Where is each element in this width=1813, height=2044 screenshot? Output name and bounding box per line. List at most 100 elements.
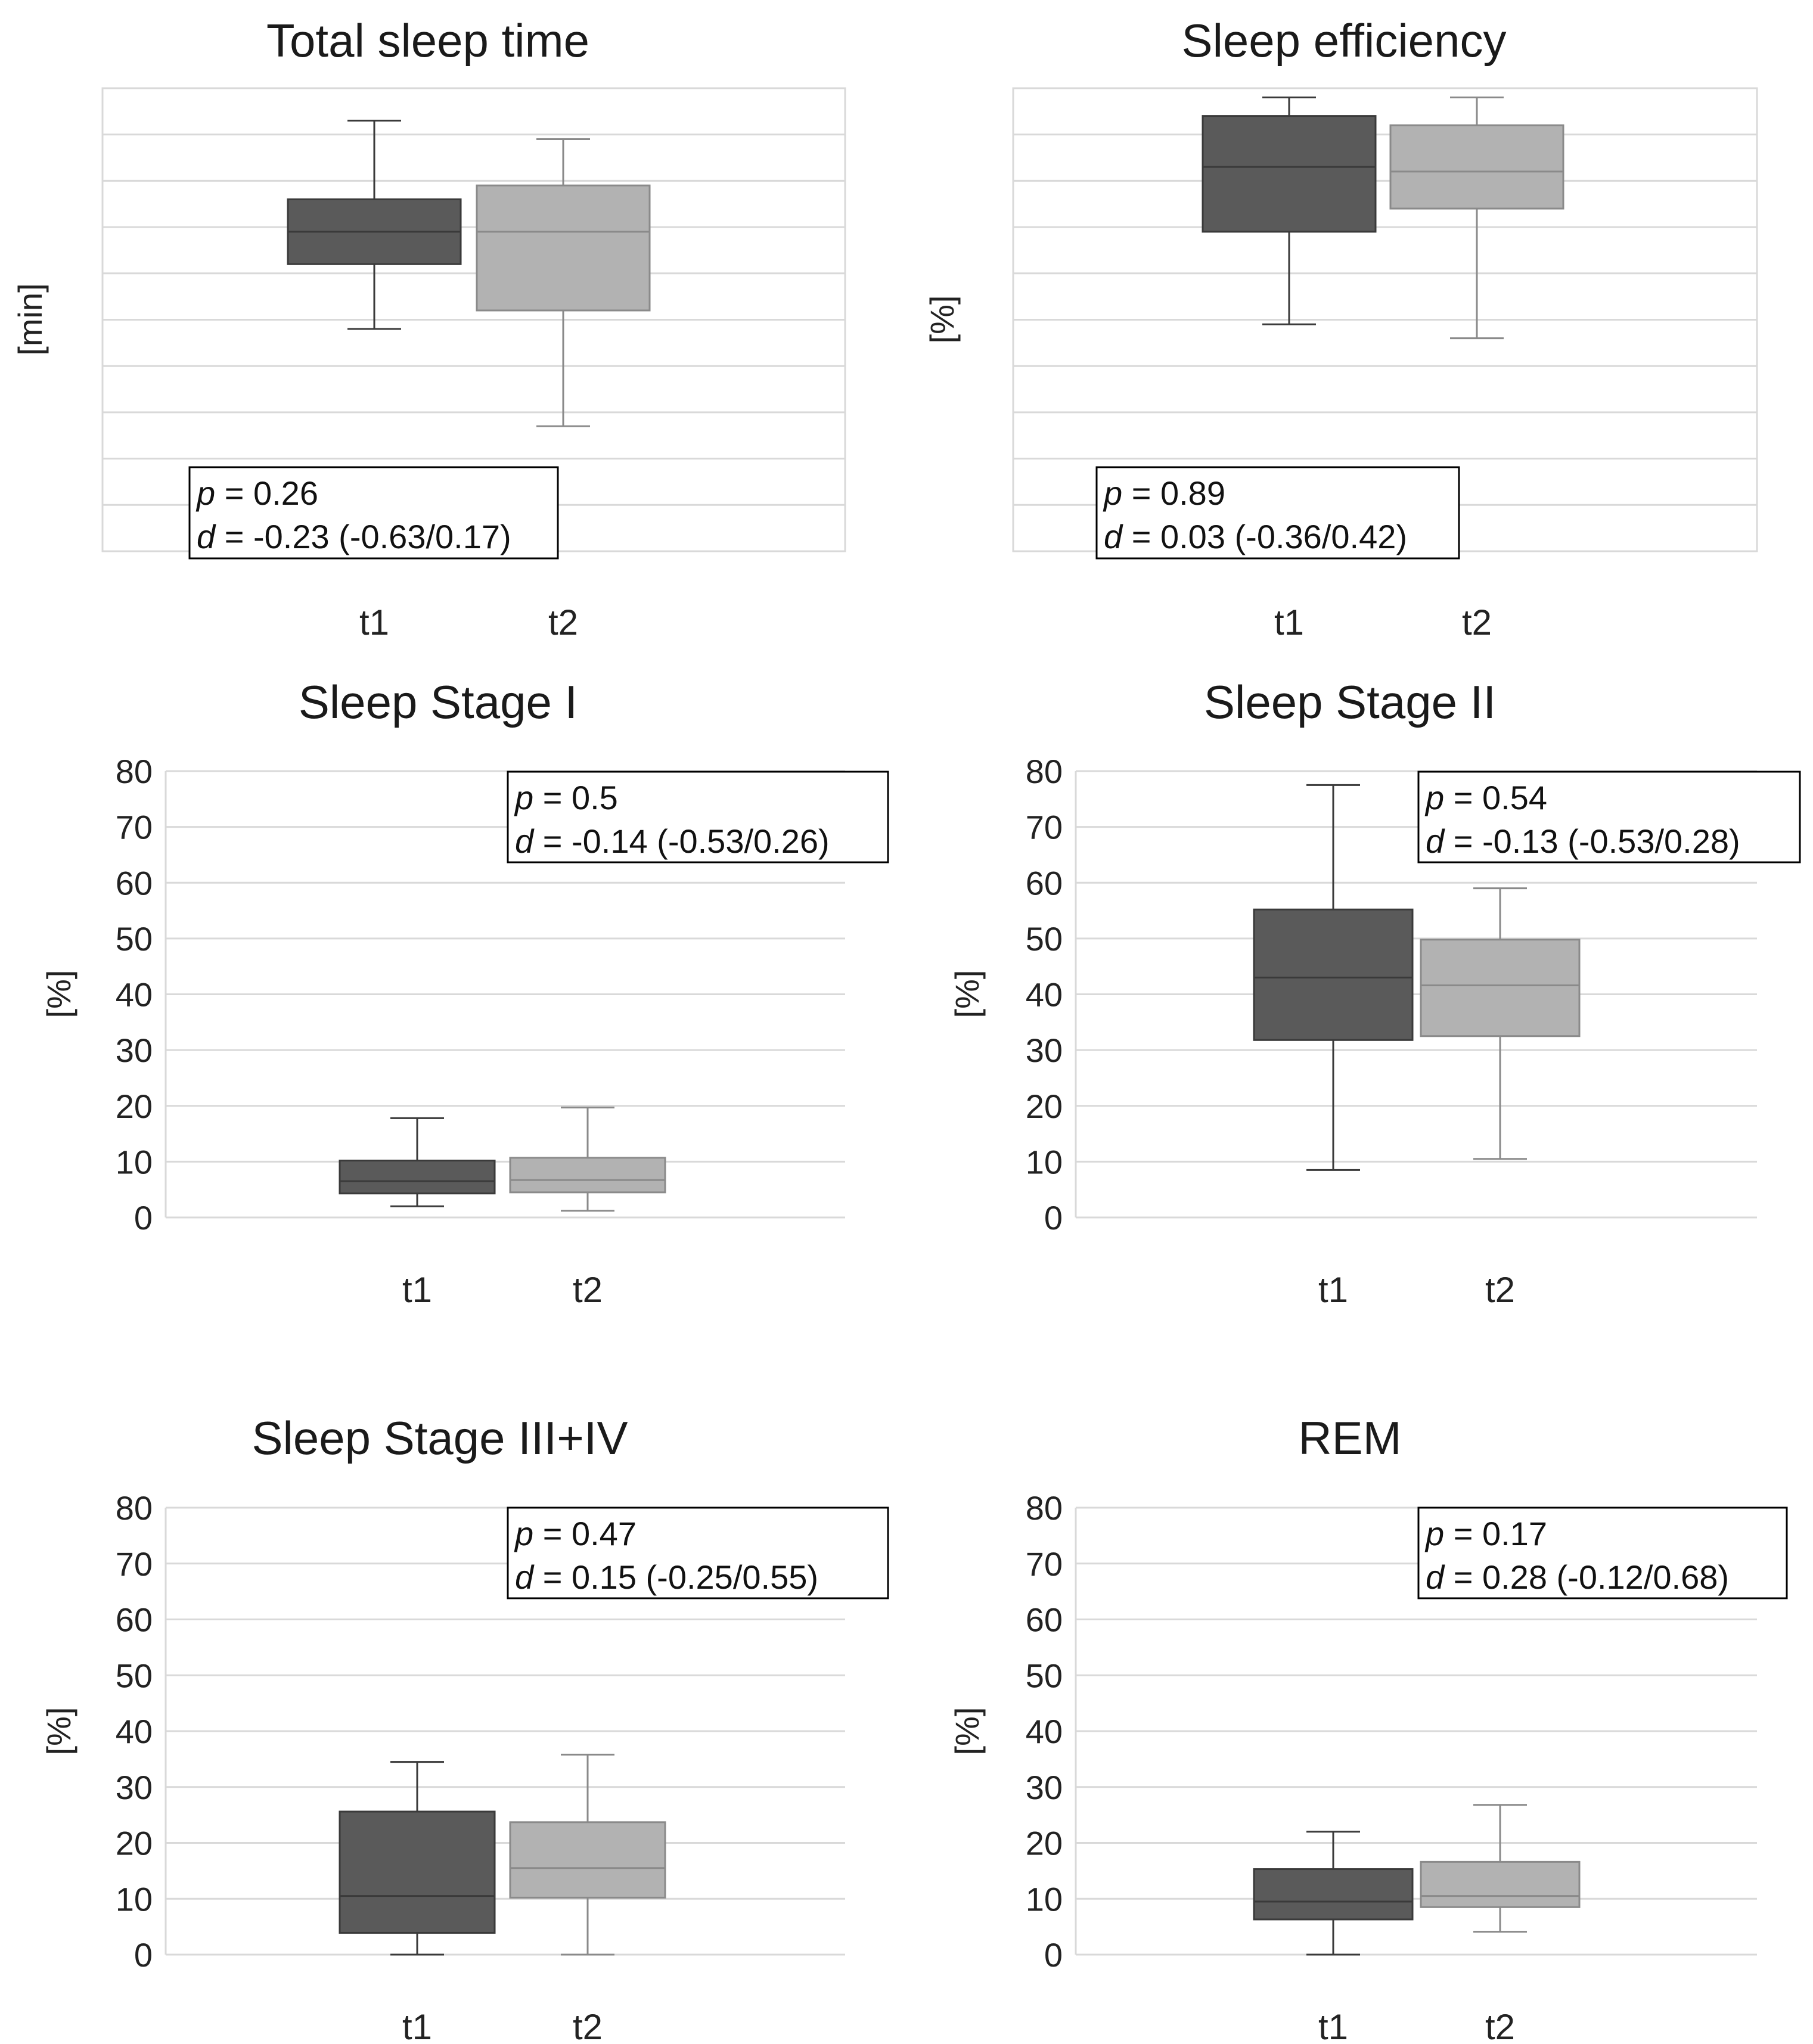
stats-box: p = 0.89 d = 0.03 (-0.36/0.42) — [1095, 466, 1460, 560]
boxplot-t2 — [1420, 887, 1581, 1160]
y-axis-label: [%] — [948, 1707, 986, 1756]
chart-title: Sleep Stage I — [299, 676, 578, 728]
chart-panel-2: Sleep efficiency [%] t1 t2 p = 0.89 d = 0.03 … — [923, 14, 1758, 642]
d-value: = -0.14 (-0.53/0.26) — [533, 822, 830, 860]
x-category-label: t2 — [573, 2007, 603, 2044]
x-category-label: t2 — [1485, 1270, 1515, 1310]
chart-title: Sleep Stage II — [1204, 676, 1496, 728]
chart-panel-1: Total sleep time [min] t1 t2 p = 0.26 d = -0.… — [11, 14, 846, 642]
stats-frame — [1417, 771, 1801, 863]
y-tick-label: 40 — [1026, 976, 1063, 1014]
y-tick-label: 50 — [116, 920, 153, 958]
p-value: = 0.54 — [1444, 779, 1547, 816]
y-tick-label: 70 — [116, 809, 153, 846]
y-tick-label: 10 — [1026, 1143, 1063, 1181]
y-tick-label: 0 — [1044, 1936, 1063, 1974]
chart-panel-3: Sleep Stage I 0 10 20 30 40 50 60 70 80 [%] t1 t2 p =… — [40, 676, 889, 1310]
p-symbol: p — [514, 779, 533, 816]
boxplot-t1 — [1253, 1831, 1414, 1956]
stats-frame — [507, 771, 889, 863]
y-tick-label: 60 — [1026, 864, 1063, 902]
chart-panel-6: REM 0 10 20 30 40 50 60 70 80 [%] t1 t2 p = 0.17 d = 0… — [948, 1412, 1788, 2044]
p-symbol: p — [1424, 1515, 1444, 1552]
stats-frame — [1095, 466, 1460, 560]
d-value: = 0.28 (-0.12/0.68) — [1444, 1558, 1729, 1596]
box-iqr — [1420, 1860, 1581, 1908]
p-value: = 0.89 — [1122, 474, 1225, 512]
stats-box: p = 0.47 d = 0.15 (-0.25/0.55) — [507, 1506, 889, 1599]
y-tick-label: 30 — [116, 1769, 153, 1806]
y-axis-label: [%] — [40, 1707, 77, 1756]
p-value: = 0.26 — [215, 474, 318, 512]
p-value-text: p = 0.17 — [1424, 1515, 1547, 1552]
chart-title: Sleep Stage III+IV — [252, 1412, 628, 1464]
box-iqr — [476, 184, 651, 312]
p-symbol: p — [195, 474, 215, 512]
stats-frame — [188, 466, 559, 560]
box-iqr — [339, 1160, 496, 1195]
d-symbol: d — [1426, 1558, 1445, 1596]
p-value-text: p = 0.47 — [514, 1515, 637, 1552]
y-tick-label: 80 — [116, 1489, 153, 1527]
y-tick-label: 30 — [1026, 1032, 1063, 1069]
d-symbol: d — [1426, 822, 1445, 860]
box-iqr — [1389, 124, 1564, 210]
y-tick-label: 0 — [134, 1936, 153, 1974]
y-tick-label: 60 — [116, 1601, 153, 1639]
y-tick-label: 20 — [116, 1088, 153, 1125]
effect-size-text: d = 0.28 (-0.12/0.68) — [1426, 1558, 1729, 1596]
y-tick-label: 80 — [116, 753, 153, 790]
x-category-label: t1 — [1318, 1270, 1348, 1310]
stats-box: p = 0.17 d = 0.28 (-0.12/0.68) — [1417, 1506, 1788, 1599]
box-iqr — [1253, 908, 1414, 1041]
effect-size-text: d = -0.14 (-0.53/0.26) — [515, 822, 830, 860]
y-tick-label: 30 — [116, 1032, 153, 1069]
y-tick-label: 60 — [116, 864, 153, 902]
y-tick-label: 20 — [1026, 1088, 1063, 1125]
chart-title: Sleep efficiency — [1182, 14, 1507, 67]
x-category-label: t1 — [1318, 2007, 1348, 2044]
box-iqr — [1253, 1868, 1414, 1921]
y-axis-label: [min] — [11, 283, 49, 355]
boxplot-t1 — [339, 1117, 496, 1207]
x-category-label: t2 — [548, 602, 578, 642]
box-iqr — [1202, 115, 1377, 233]
boxplot-t1 — [1253, 784, 1414, 1171]
y-axis-label: [%] — [40, 970, 77, 1018]
x-category-label: t2 — [573, 1270, 603, 1310]
y-tick-label: 50 — [116, 1657, 153, 1694]
effect-size-text: d = -0.13 (-0.53/0.28) — [1426, 822, 1740, 860]
stats-box: p = 0.5 d = -0.14 (-0.53/0.26) — [507, 771, 889, 863]
boxplot-t2 — [509, 1107, 666, 1212]
boxplot-t2 — [476, 138, 651, 427]
p-symbol: p — [1103, 474, 1122, 512]
y-tick-label: 30 — [1026, 1769, 1063, 1806]
boxplot-t2 — [1389, 97, 1564, 340]
box-iqr — [1420, 939, 1581, 1037]
y-tick-label: 20 — [1026, 1825, 1063, 1862]
boxplot-t1 — [287, 119, 462, 330]
d-value: = 0.03 (-0.36/0.42) — [1122, 518, 1407, 555]
x-category-label: t2 — [1485, 2007, 1515, 2044]
box-iqr — [339, 1810, 496, 1934]
y-tick-label: 70 — [1026, 1545, 1063, 1583]
box-iqr — [509, 1157, 666, 1194]
chart-title: REM — [1298, 1412, 1401, 1464]
p-value-text: p = 0.5 — [514, 779, 618, 816]
y-tick-label: 60 — [1026, 1601, 1063, 1639]
y-tick-label: 10 — [116, 1143, 153, 1181]
x-category-label: t1 — [402, 2007, 432, 2044]
stats-frame — [507, 1506, 889, 1599]
y-tick-label: 10 — [116, 1880, 153, 1918]
effect-size-text: d = -0.23 (-0.63/0.17) — [197, 518, 511, 555]
y-tick-label: 70 — [1026, 809, 1063, 846]
d-value: = -0.23 (-0.63/0.17) — [215, 518, 511, 555]
p-value: = 0.5 — [533, 779, 618, 816]
p-symbol: p — [1424, 779, 1444, 816]
y-tick-label: 0 — [1044, 1199, 1063, 1237]
p-value-text: p = 0.54 — [1424, 779, 1547, 816]
y-tick-label: 0 — [134, 1199, 153, 1237]
d-symbol: d — [1104, 518, 1123, 555]
y-tick-label: 70 — [116, 1545, 153, 1583]
y-tick-label: 40 — [116, 1713, 153, 1750]
